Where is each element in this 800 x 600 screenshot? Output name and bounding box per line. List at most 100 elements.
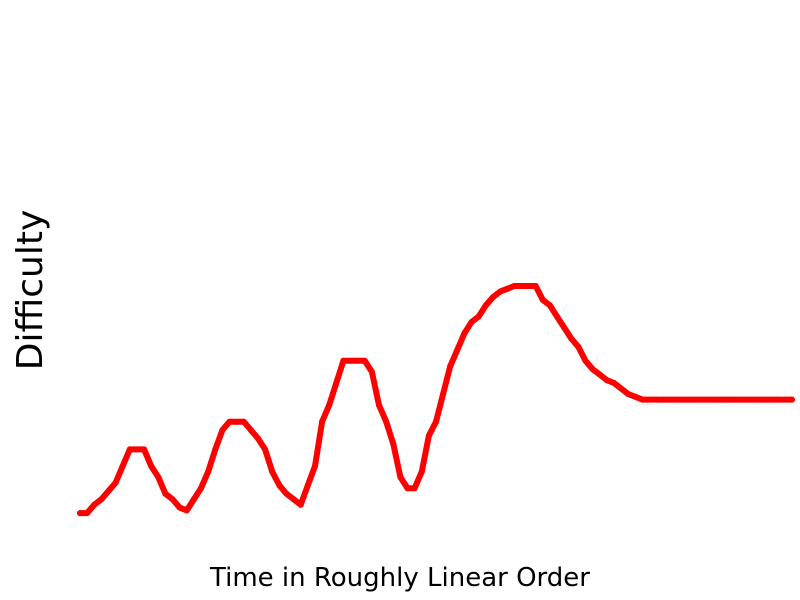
- difficulty-point: [226, 418, 233, 425]
- difficulty-point: [767, 396, 774, 403]
- difficulty-point: [682, 396, 689, 403]
- difficulty-point: [240, 418, 247, 425]
- difficulty-point: [312, 463, 318, 470]
- x-axis-label: Time in Roughly Linear Order: [209, 563, 590, 593]
- difficulty-point: [625, 391, 632, 397]
- difficulty-point: [689, 396, 696, 403]
- difficulty-point: [504, 285, 511, 292]
- difficulty-point: [126, 446, 133, 453]
- difficulty-point: [675, 396, 682, 403]
- difficulty-point: [361, 357, 368, 364]
- difficulty-point: [447, 363, 454, 370]
- difficulty-point: [262, 446, 269, 453]
- difficulty-point: [511, 283, 518, 289]
- difficulty-point: [411, 485, 418, 492]
- difficulty-point: [454, 346, 461, 353]
- difficulty-point: [212, 446, 219, 453]
- difficulty-point: [575, 343, 582, 350]
- difficulty-point: [119, 463, 126, 470]
- difficulty-point: [781, 396, 788, 403]
- difficulty-point: [554, 313, 560, 320]
- difficulty-point: [376, 402, 382, 409]
- difficulty-point: [255, 435, 261, 442]
- difficulty-point: [247, 427, 254, 434]
- difficulty-point: [205, 468, 212, 475]
- difficulty-point: [404, 485, 411, 492]
- difficulty-point: [717, 396, 724, 403]
- difficulty-point: [418, 468, 425, 475]
- difficulty-point: [390, 440, 397, 447]
- difficulty-point: [77, 510, 83, 517]
- difficulty-point: [710, 396, 717, 403]
- difficulty-point: [703, 396, 710, 403]
- difficulty-point: [383, 418, 390, 425]
- difficulty-point: [618, 385, 625, 392]
- difficulty-point: [269, 468, 276, 475]
- difficulty-point: [646, 396, 653, 403]
- difficulty-point: [297, 501, 304, 508]
- difficulty-point: [532, 283, 539, 289]
- difficulty-point: [112, 479, 119, 486]
- difficulty-point: [368, 368, 375, 375]
- difficulty-point: [461, 330, 468, 337]
- difficulty-point: [347, 357, 354, 364]
- difficulty-point: [568, 335, 575, 342]
- difficulty-point: [546, 302, 553, 309]
- difficulty-point: [276, 482, 283, 489]
- difficulty-point: [319, 418, 326, 425]
- difficulty-point: [183, 507, 190, 514]
- difficulty-point: [589, 366, 596, 373]
- difficulty-point: [219, 427, 226, 434]
- difficulty-point: [582, 357, 589, 364]
- difficulty-point: [433, 418, 439, 425]
- difficulty-point: [134, 446, 140, 453]
- difficulty-point: [176, 504, 183, 511]
- difficulty-point: [169, 496, 176, 503]
- difficulty-point: [141, 446, 148, 453]
- difficulty-point: [198, 485, 204, 492]
- difficulty-point: [162, 490, 169, 497]
- difficulty-point: [539, 296, 546, 303]
- difficulty-point: [340, 357, 347, 364]
- difficulty-point: [333, 380, 340, 386]
- difficulty-point: [290, 496, 297, 503]
- difficulty-point: [746, 396, 753, 403]
- difficulty-point: [304, 482, 311, 489]
- difficulty-point: [660, 396, 667, 403]
- plot-area: [77, 283, 795, 517]
- difficulty-point: [326, 402, 333, 409]
- difficulty-point: [753, 396, 760, 403]
- difficulty-point: [354, 357, 361, 364]
- difficulty-point: [155, 474, 162, 481]
- difficulty-point: [84, 510, 91, 517]
- difficulty-point: [653, 396, 660, 403]
- difficulty-point: [774, 396, 781, 403]
- difficulty-point: [475, 313, 482, 320]
- y-axis-label: Difficulty: [10, 210, 51, 371]
- difficulty-point: [425, 432, 432, 439]
- difficulty-point: [518, 283, 525, 289]
- difficulty-point: [603, 377, 610, 384]
- difficulty-point: [739, 396, 746, 403]
- difficulty-point: [490, 294, 496, 301]
- difficulty-point: [789, 396, 795, 403]
- difficulty-point: [468, 319, 475, 325]
- difficulty-point: [497, 288, 504, 295]
- difficulty-point: [561, 324, 568, 331]
- difficulty-point: [732, 396, 738, 403]
- difficulty-point: [596, 371, 603, 378]
- difficulty-point: [639, 396, 646, 403]
- difficulty-point: [397, 474, 404, 481]
- difficulty-point: [98, 496, 105, 503]
- difficulty-point: [148, 463, 155, 470]
- difficulty-point: [105, 488, 112, 494]
- difficulty-point: [611, 380, 617, 386]
- difficulty-point: [440, 391, 447, 397]
- difficulty-point: [482, 302, 489, 309]
- difficulty-point: [668, 396, 674, 403]
- difficulty-point: [190, 496, 197, 503]
- difficulty-point: [233, 418, 240, 425]
- difficulty-point: [525, 283, 532, 289]
- difficulty-point: [283, 490, 290, 497]
